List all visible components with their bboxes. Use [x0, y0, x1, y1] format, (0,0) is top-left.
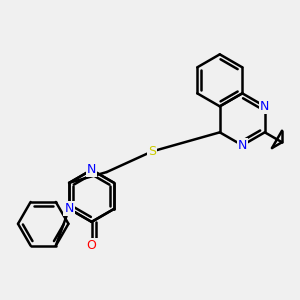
- Text: S: S: [148, 145, 156, 158]
- Text: N: N: [238, 139, 247, 152]
- Text: O: O: [87, 239, 97, 252]
- Text: N: N: [260, 100, 269, 113]
- Text: N: N: [64, 202, 74, 215]
- Text: N: N: [87, 164, 96, 176]
